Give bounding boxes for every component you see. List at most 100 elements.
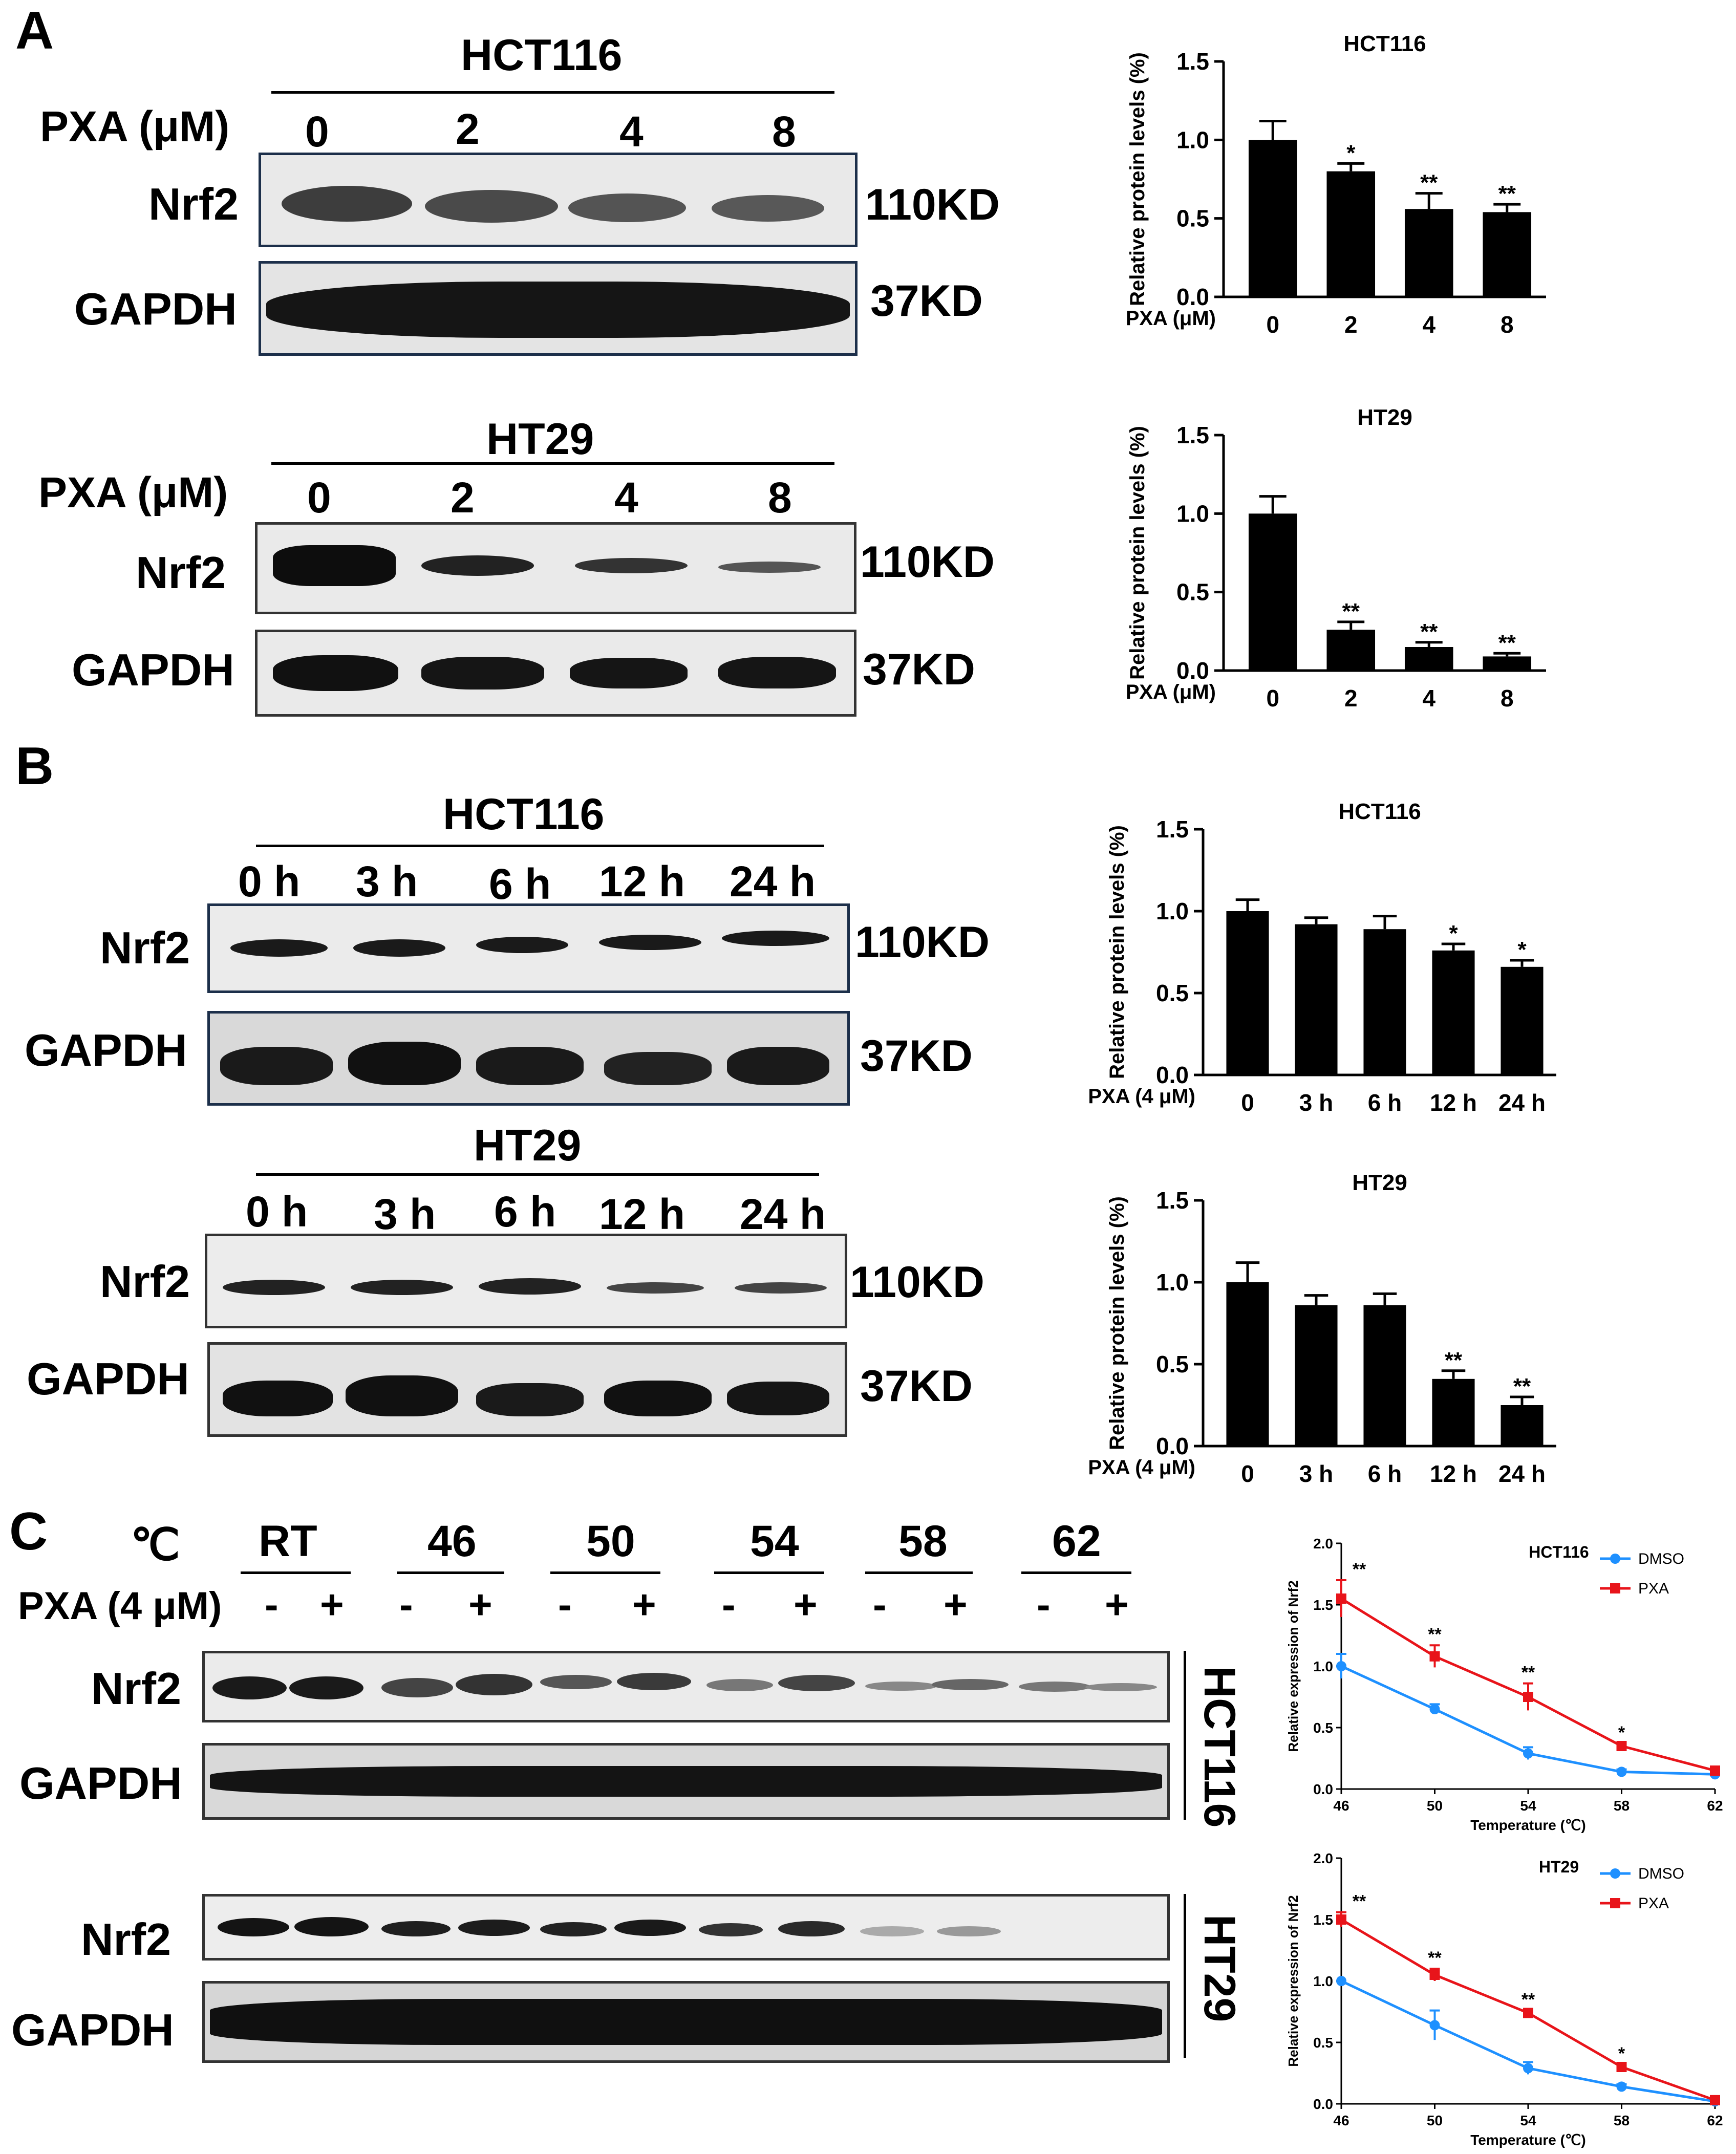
- dose-label: 2: [451, 473, 475, 522]
- temperature-underline: [397, 1571, 504, 1574]
- nrf2-blot-image: [202, 1651, 1170, 1722]
- mw-37kd-label: 37KD: [870, 276, 983, 326]
- protein-band: [346, 1375, 458, 1416]
- y-tick-label: 0.5: [1156, 980, 1189, 1006]
- gapdh-row-label: GAPDH: [19, 1758, 182, 1808]
- protein-band: [218, 1918, 289, 1936]
- gapdh-blot-image: [202, 1743, 1170, 1820]
- protein-band: [212, 1676, 287, 1699]
- treatment-minus: -: [399, 1582, 413, 1627]
- bar: [1248, 513, 1297, 671]
- x-axis-label: Temperature (℃): [1470, 1817, 1585, 1833]
- temperature-label: 54: [750, 1517, 799, 1566]
- y-tick-label: 1.0: [1313, 1658, 1333, 1674]
- protein-band: [699, 1923, 763, 1936]
- significance-mark: **: [1498, 181, 1516, 206]
- bar: [1501, 966, 1544, 1075]
- protein-band: [294, 1917, 369, 1936]
- y-tick-label: 1.0: [1176, 500, 1209, 527]
- mw-37kd-label: 37KD: [863, 645, 975, 694]
- gapdh-blot-image: [207, 1011, 850, 1106]
- bar: [1432, 1378, 1475, 1446]
- y-tick-label: 0.0: [1176, 657, 1209, 684]
- dose-label: 4: [619, 107, 644, 156]
- legend-label: PXA: [1638, 1895, 1669, 1912]
- protein-band: [210, 1999, 1162, 2045]
- protein-band: [778, 1921, 845, 1936]
- data-point: [1523, 1748, 1533, 1759]
- panel-label-c: C: [9, 1502, 48, 1561]
- protein-band: [604, 1381, 712, 1416]
- data-point: [1523, 2008, 1533, 2018]
- nrf2-row-label: Nrf2: [91, 1663, 182, 1714]
- bar-chart-ht29-dose: HT29 0.0 0.5 1.0 1.5 Relative protein levels …: [1126, 405, 1546, 712]
- y-axis-label: Relative protein levels (%): [1126, 426, 1149, 680]
- data-point: [1336, 1976, 1346, 1986]
- bar: [1432, 950, 1475, 1075]
- dose-label: 2: [456, 105, 480, 153]
- x-axis-label: PXA (μM): [1126, 307, 1216, 330]
- time-label: 12 h: [599, 857, 685, 906]
- x-axis-label: Temperature (℃): [1470, 2132, 1585, 2148]
- protein-band: [381, 1921, 451, 1936]
- blot-cell-line-title: HT29: [474, 1121, 582, 1170]
- y-tick-label: 0.0: [1156, 1433, 1189, 1459]
- x-tick-label: 0: [1266, 685, 1279, 712]
- panel-label-b: B: [15, 737, 54, 796]
- protein-band: [568, 193, 686, 222]
- protein-band: [266, 282, 850, 338]
- nrf2-blot-image: [202, 1894, 1170, 1961]
- gapdh-blot-image: [207, 1342, 847, 1437]
- blot-header-underline: [271, 462, 834, 465]
- protein-band: [932, 1679, 1009, 1690]
- data-point: [1429, 2020, 1440, 2031]
- protein-band: [599, 935, 701, 950]
- data-point: [1710, 1765, 1720, 1776]
- x-tick-label: 58: [1614, 1798, 1630, 1814]
- significance-mark: **: [1521, 1663, 1535, 1683]
- protein-band: [540, 1675, 612, 1689]
- significance-mark: **: [1420, 619, 1438, 644]
- treatment-plus: +: [468, 1582, 492, 1627]
- treatment-plus: +: [944, 1582, 968, 1627]
- protein-band: [223, 1280, 325, 1295]
- significance-mark: *: [1517, 937, 1527, 962]
- gapdh-row-label: GAPDH: [72, 644, 234, 695]
- y-tick-label: 1.0: [1156, 898, 1189, 924]
- legend-marker: [1610, 1868, 1620, 1879]
- y-tick-label: 1.5: [1313, 1912, 1333, 1928]
- nrf2-row-label: Nrf2: [81, 1914, 172, 1965]
- y-tick-label: 1.5: [1176, 48, 1209, 75]
- blot-cell-line-title: HT29: [486, 415, 594, 464]
- bar: [1248, 140, 1297, 297]
- treatment-minus: -: [1037, 1582, 1051, 1627]
- protein-band: [1085, 1683, 1157, 1691]
- significance-mark: **: [1420, 170, 1438, 196]
- bar: [1295, 924, 1338, 1075]
- y-tick-label: 2.0: [1313, 1536, 1333, 1552]
- gapdh-blot-image: [255, 630, 856, 717]
- pxa-dose-label: PXA (μM): [38, 468, 228, 516]
- y-tick-label: 0.5: [1176, 205, 1209, 232]
- protein-band: [860, 1926, 924, 1936]
- blot-header-underline: [271, 91, 834, 94]
- protein-band: [476, 1047, 584, 1085]
- y-tick-label: 0.5: [1313, 1720, 1333, 1736]
- time-label: 3 h: [356, 857, 418, 906]
- bar: [1226, 911, 1269, 1075]
- protein-band: [289, 1676, 363, 1699]
- x-tick-label: 3 h: [1299, 1460, 1333, 1487]
- protein-band: [351, 1280, 453, 1295]
- gapdh-blot-image: [202, 1981, 1170, 2063]
- temperature-underline: [865, 1571, 973, 1574]
- cell-line-side-label: HT29: [1195, 1914, 1244, 2022]
- y-tick-label: 2.0: [1313, 1850, 1333, 1866]
- gapdh-blot-image: [259, 261, 858, 356]
- legend-label: DMSO: [1638, 1550, 1684, 1567]
- y-tick-label: 0.0: [1176, 284, 1209, 310]
- dose-label: 4: [614, 473, 638, 522]
- protein-band: [425, 190, 558, 223]
- treatment-plus: +: [632, 1582, 656, 1627]
- bar: [1404, 209, 1453, 297]
- nrf2-row-label: Nrf2: [148, 179, 239, 229]
